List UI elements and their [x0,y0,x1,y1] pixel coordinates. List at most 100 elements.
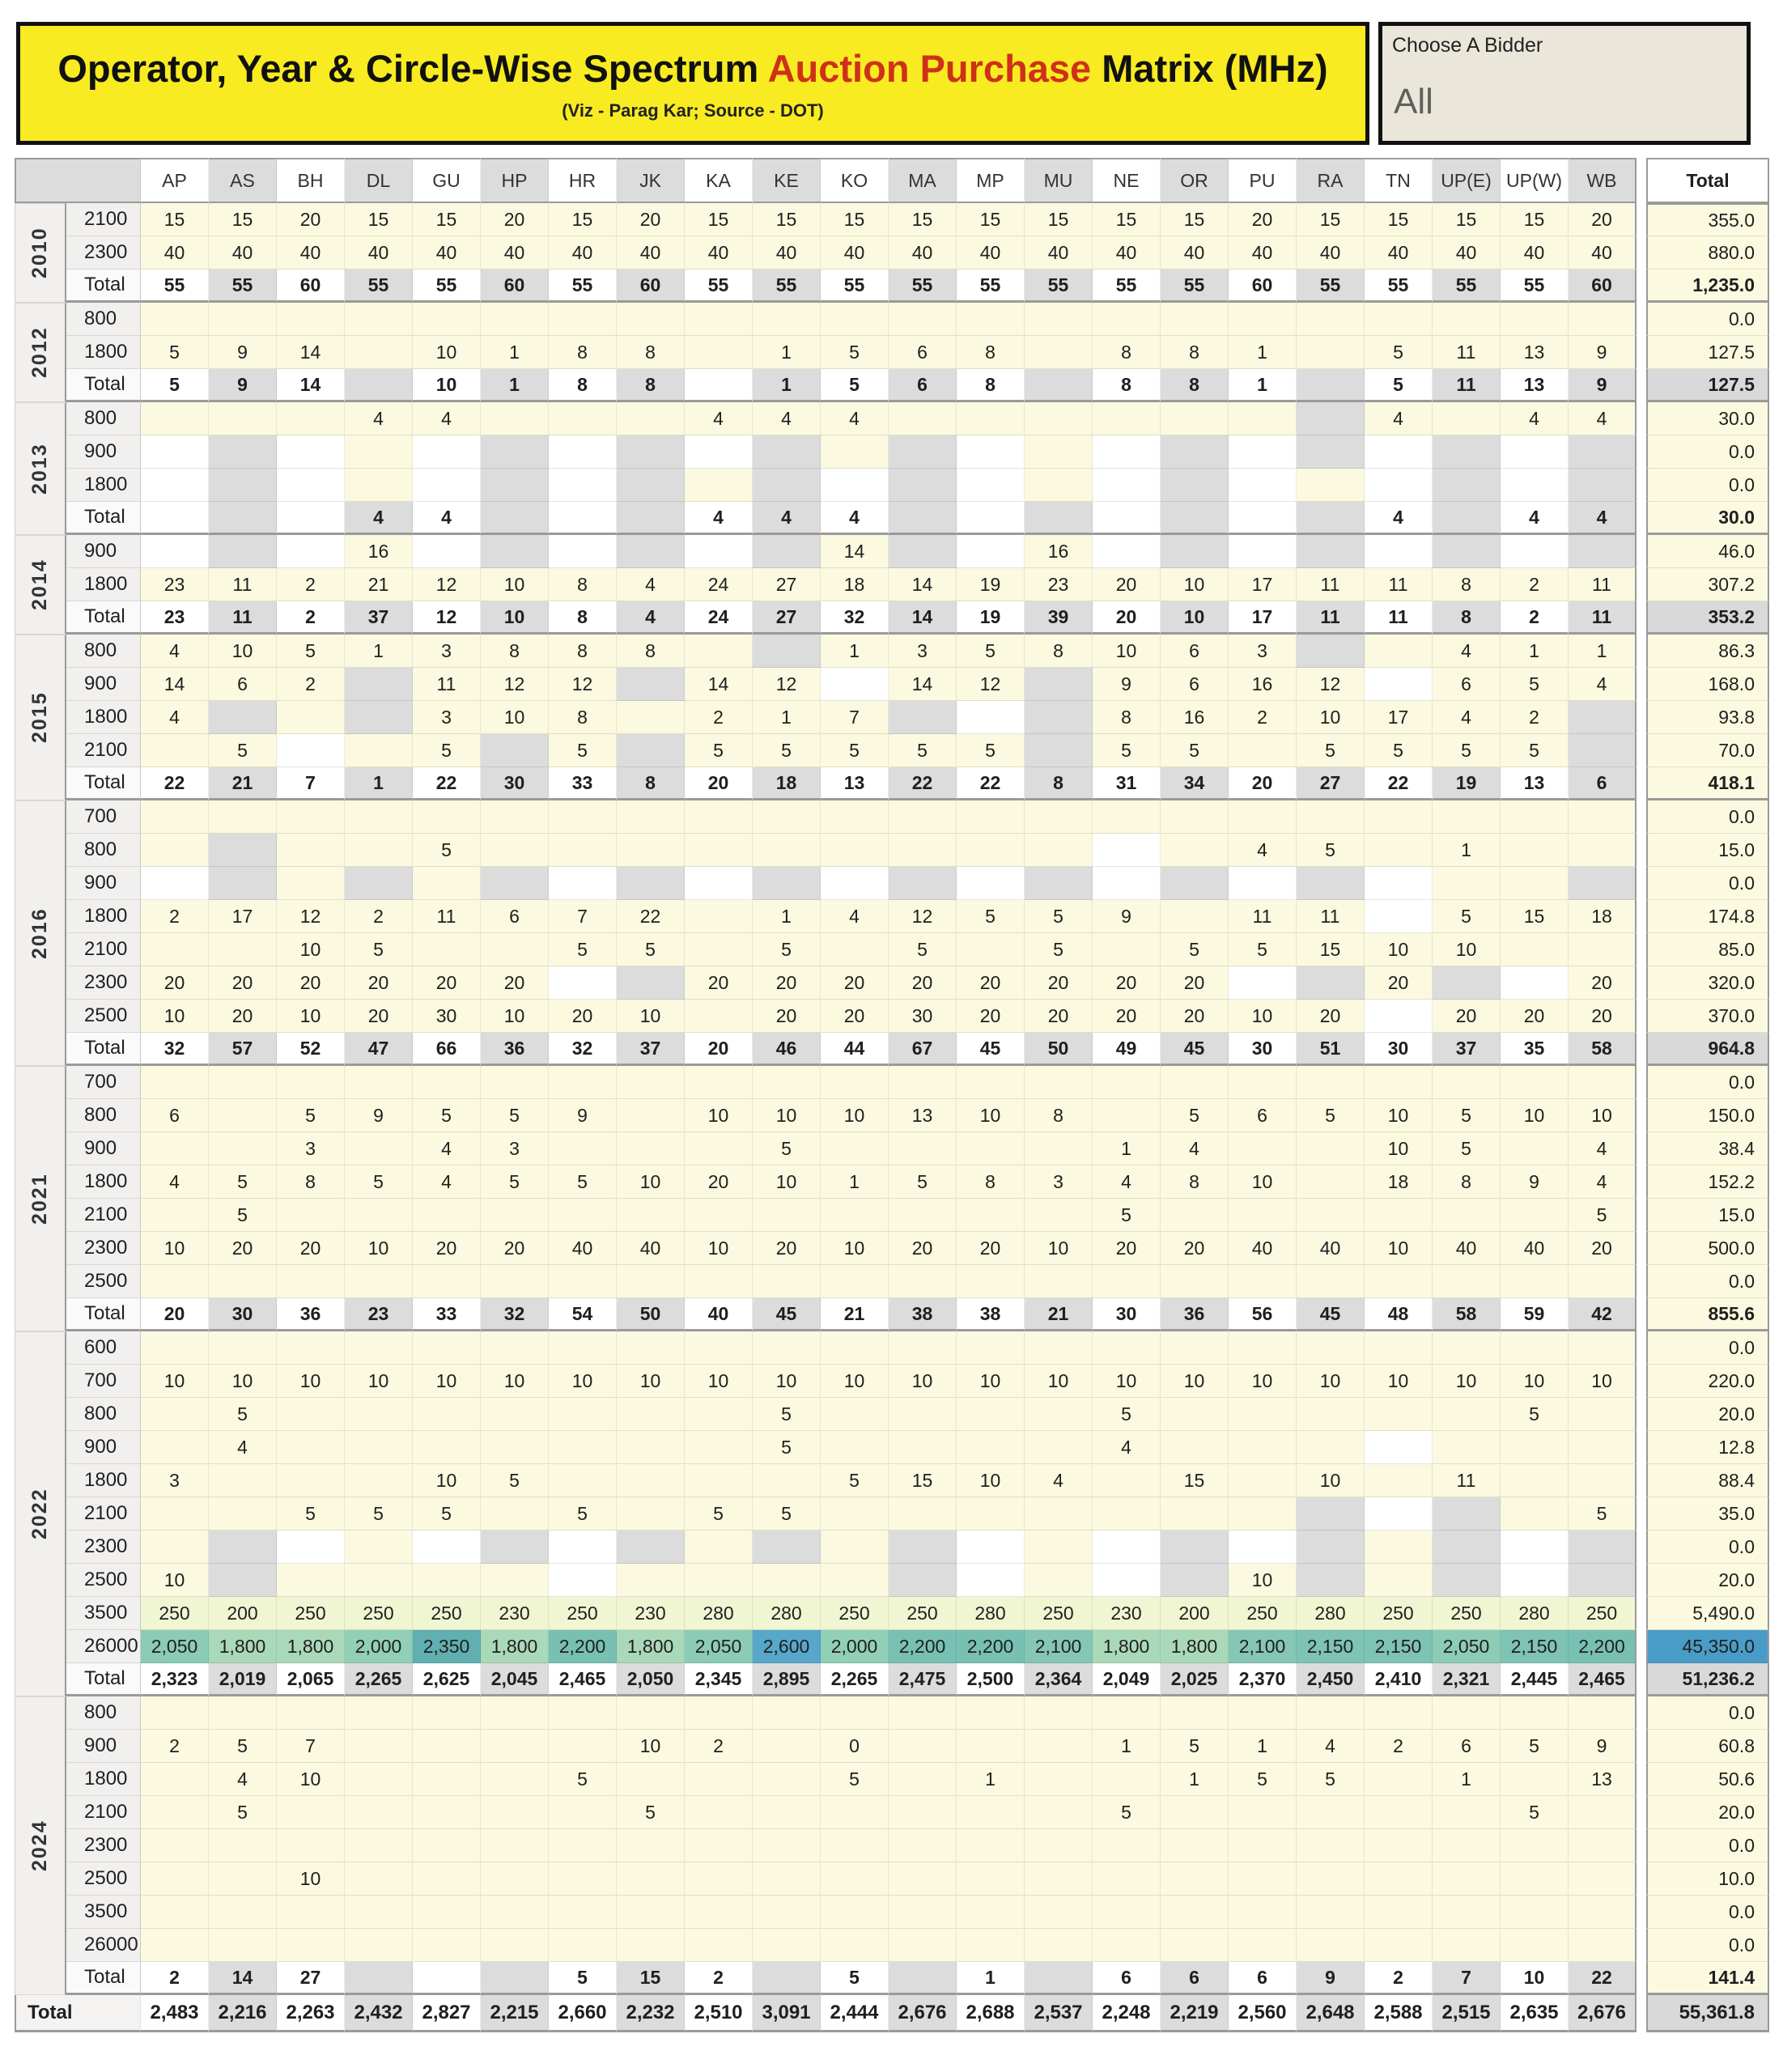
matrix-cell[interactable]: 10 [1569,1365,1637,1398]
col-header-KA[interactable]: KA [685,158,753,203]
matrix-cell[interactable] [1229,402,1297,435]
grand-total-cell[interactable]: 2,248 [1093,1995,1161,2032]
year-label-2010[interactable]: 2010 [15,203,66,303]
matrix-cell[interactable] [1093,1531,1161,1564]
matrix-cell[interactable] [277,701,345,734]
matrix-cell[interactable]: 20 [141,966,209,1000]
matrix-cell[interactable]: 3 [141,1464,209,1497]
matrix-cell[interactable] [821,1398,889,1431]
matrix-cell[interactable] [1161,1696,1229,1730]
row-total[interactable]: 30.0 [1646,502,1769,535]
matrix-cell[interactable]: 13 [821,767,889,800]
matrix-cell[interactable]: 10 [957,1365,1025,1398]
matrix-cell[interactable] [413,469,481,502]
matrix-cell[interactable]: 15 [1093,203,1161,236]
matrix-cell[interactable]: 2,050 [1433,1630,1501,1663]
matrix-cell[interactable] [1025,369,1093,402]
matrix-cell[interactable]: 8 [1093,701,1161,734]
matrix-cell[interactable] [753,1962,821,1995]
matrix-cell[interactable]: 6 [1161,668,1229,701]
matrix-cell[interactable]: 55 [1365,270,1433,303]
row-total[interactable]: 370.0 [1646,1000,1769,1033]
matrix-cell[interactable] [1433,1398,1501,1431]
row-total[interactable]: 0.0 [1646,867,1769,900]
matrix-cell[interactable]: 48 [1365,1298,1433,1331]
matrix-cell[interactable]: 23 [141,601,209,635]
matrix-cell[interactable] [1093,1763,1161,1796]
matrix-cell[interactable] [889,1829,957,1862]
matrix-cell[interactable] [277,1796,345,1829]
matrix-cell[interactable] [617,1531,685,1564]
matrix-cell[interactable] [617,1265,685,1298]
col-header-RA[interactable]: RA [1297,158,1365,203]
matrix-cell[interactable]: 40 [413,236,481,270]
matrix-cell[interactable] [1365,900,1433,933]
matrix-cell[interactable] [1229,1497,1297,1531]
matrix-cell[interactable]: 2 [277,568,345,601]
matrix-cell[interactable]: 55 [1297,270,1365,303]
matrix-cell[interactable] [685,535,753,568]
matrix-cell[interactable] [141,1066,209,1099]
matrix-cell[interactable] [617,867,685,900]
matrix-cell[interactable]: 30 [1365,1033,1433,1066]
matrix-cell[interactable] [1093,1896,1161,1929]
matrix-cell[interactable] [549,303,617,336]
matrix-cell[interactable]: 40 [753,236,821,270]
matrix-cell[interactable] [1569,1398,1637,1431]
row-total[interactable]: 353.2 [1646,601,1769,635]
matrix-cell[interactable]: 2 [1365,1962,1433,1995]
matrix-cell[interactable]: 20 [1093,1000,1161,1033]
matrix-cell[interactable] [549,1796,617,1829]
matrix-cell[interactable]: 5 [209,734,277,767]
matrix-cell[interactable] [1297,1199,1365,1232]
matrix-cell[interactable] [1025,867,1093,900]
matrix-cell[interactable]: 4 [685,502,753,535]
matrix-cell[interactable]: 10 [209,635,277,668]
matrix-cell[interactable] [685,1829,753,1862]
matrix-cell[interactable] [345,1696,413,1730]
matrix-cell[interactable]: 8 [277,1166,345,1199]
matrix-cell[interactable] [345,1331,413,1365]
matrix-cell[interactable] [1229,800,1297,834]
matrix-cell[interactable] [617,502,685,535]
matrix-cell[interactable] [753,635,821,668]
matrix-cell[interactable] [685,1066,753,1099]
matrix-cell[interactable] [1365,1066,1433,1099]
matrix-cell[interactable] [141,1763,209,1796]
matrix-cell[interactable]: 20 [1297,1000,1365,1033]
row-total[interactable]: 220.0 [1646,1365,1769,1398]
matrix-cell[interactable]: 40 [1365,236,1433,270]
matrix-cell[interactable] [1365,867,1433,900]
matrix-cell[interactable] [413,1431,481,1464]
row-total[interactable]: 0.0 [1646,1331,1769,1365]
matrix-cell[interactable]: 4 [141,635,209,668]
matrix-cell[interactable]: 2,265 [821,1663,889,1696]
matrix-cell[interactable]: 18 [753,767,821,800]
matrix-cell[interactable]: 50 [617,1298,685,1331]
matrix-cell[interactable] [1365,1929,1433,1962]
grand-total-cell[interactable]: 2,827 [413,1995,481,2032]
matrix-cell[interactable]: 40 [1297,1232,1365,1265]
matrix-cell[interactable] [889,303,957,336]
matrix-cell[interactable]: 5 [277,1497,345,1531]
matrix-cell[interactable] [1501,1497,1569,1531]
row-total[interactable]: 70.0 [1646,734,1769,767]
col-header-MP[interactable]: MP [957,158,1025,203]
matrix-cell[interactable] [957,1829,1025,1862]
matrix-cell[interactable] [957,1331,1025,1365]
matrix-cell[interactable] [277,800,345,834]
matrix-cell[interactable]: 30 [413,1000,481,1033]
matrix-cell[interactable] [1501,1132,1569,1166]
matrix-cell[interactable]: 21 [209,767,277,800]
matrix-cell[interactable]: 36 [481,1033,549,1066]
matrix-cell[interactable]: 13 [1501,369,1569,402]
matrix-cell[interactable] [549,1564,617,1597]
matrix-cell[interactable] [413,1929,481,1962]
matrix-cell[interactable]: 5 [753,1497,821,1531]
matrix-cell[interactable]: 20 [1229,203,1297,236]
row-total[interactable]: 0.0 [1646,800,1769,834]
band-label-2016-800[interactable]: 800 [66,834,141,867]
matrix-cell[interactable] [481,1929,549,1962]
matrix-cell[interactable] [957,1696,1025,1730]
matrix-cell[interactable]: 8 [549,336,617,369]
